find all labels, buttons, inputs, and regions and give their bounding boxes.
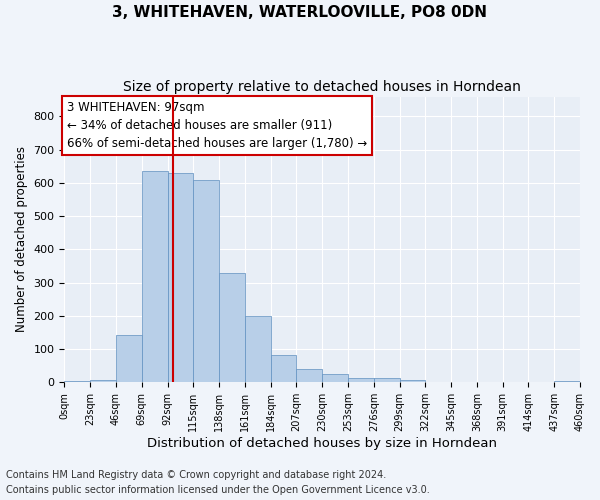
Text: Contains public sector information licensed under the Open Government Licence v3: Contains public sector information licen… — [6, 485, 430, 495]
Bar — [271, 355, 296, 382]
Bar — [64, 380, 90, 382]
Bar — [116, 335, 142, 382]
Text: Contains HM Land Registry data © Crown copyright and database right 2024.: Contains HM Land Registry data © Crown c… — [6, 470, 386, 480]
Bar — [348, 378, 374, 382]
Y-axis label: Number of detached properties: Number of detached properties — [15, 146, 28, 332]
Bar — [554, 380, 580, 382]
Bar — [219, 272, 245, 382]
Bar — [193, 180, 219, 382]
X-axis label: Distribution of detached houses by size in Horndean: Distribution of detached houses by size … — [147, 437, 497, 450]
Bar — [245, 316, 271, 382]
Text: 3, WHITEHAVEN, WATERLOOVILLE, PO8 0DN: 3, WHITEHAVEN, WATERLOOVILLE, PO8 0DN — [113, 5, 487, 20]
Bar — [167, 173, 193, 382]
Bar — [90, 380, 116, 382]
Bar — [296, 369, 322, 382]
Bar — [400, 380, 425, 382]
Title: Size of property relative to detached houses in Horndean: Size of property relative to detached ho… — [123, 80, 521, 94]
Bar — [322, 374, 348, 382]
Bar — [374, 378, 400, 382]
Text: 3 WHITEHAVEN: 97sqm
← 34% of detached houses are smaller (911)
66% of semi-detac: 3 WHITEHAVEN: 97sqm ← 34% of detached ho… — [67, 101, 367, 150]
Bar — [142, 172, 167, 382]
